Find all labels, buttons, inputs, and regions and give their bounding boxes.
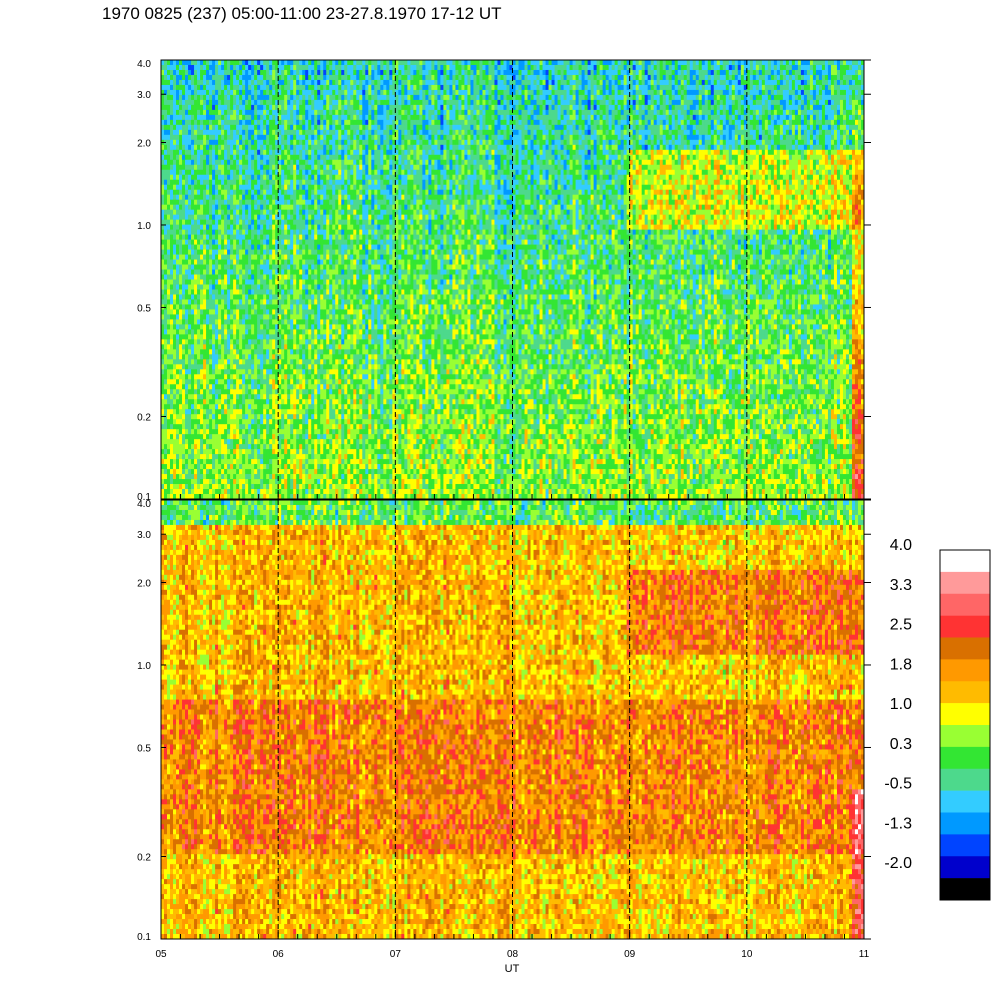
y-tick-label: 2.0 bbox=[137, 138, 151, 149]
colorbar-swatch bbox=[940, 856, 990, 878]
colorbar-label: -1.3 bbox=[884, 815, 912, 832]
x-tick-label: 06 bbox=[273, 949, 285, 960]
colorbar-swatch bbox=[940, 813, 990, 835]
colorbar-swatch bbox=[940, 638, 990, 660]
colorbar-label: 0.3 bbox=[890, 736, 912, 753]
y-tick-label: 0.2 bbox=[137, 853, 151, 864]
colorbar-swatch bbox=[940, 703, 990, 725]
colorbar-swatch bbox=[940, 594, 990, 616]
x-axis-label: UT bbox=[505, 963, 520, 975]
colorbar-swatch bbox=[940, 616, 990, 638]
colorbar-swatch bbox=[940, 791, 990, 813]
y-tick-label: 0.2 bbox=[137, 413, 151, 424]
colorbar-label: -0.5 bbox=[884, 776, 912, 793]
colorbar-swatch bbox=[940, 878, 990, 900]
y-tick-label: 3.0 bbox=[137, 90, 151, 101]
y-tick-label: 1.0 bbox=[137, 221, 151, 232]
y-tick-label: 3.0 bbox=[137, 530, 151, 541]
colorbar-swatch bbox=[940, 572, 990, 594]
y-tick-label: 4.0 bbox=[137, 59, 151, 70]
y-tick-label: 4.0 bbox=[137, 499, 151, 510]
x-tick-label: 05 bbox=[155, 949, 167, 960]
colorbar-swatch bbox=[940, 834, 990, 856]
colorbar-label: 1.0 bbox=[890, 696, 912, 713]
colorbar-swatch bbox=[940, 725, 990, 747]
y-tick-label: 0.1 bbox=[137, 932, 151, 943]
colorbar-label: 2.5 bbox=[890, 617, 912, 634]
x-tick-label: 08 bbox=[507, 949, 519, 960]
y-tick-label: 0.5 bbox=[137, 743, 151, 754]
colorbar-label: -2.0 bbox=[884, 855, 912, 872]
y-tick-label: 2.0 bbox=[137, 578, 151, 589]
x-tick-label: 11 bbox=[859, 949, 870, 960]
x-tick-label: 09 bbox=[624, 949, 636, 960]
colorbar-swatch bbox=[940, 747, 990, 769]
colorbar-label: 3.3 bbox=[890, 577, 912, 594]
colorbar-swatch bbox=[940, 769, 990, 791]
y-tick-label: 0.5 bbox=[137, 303, 151, 314]
x-tick-label: 10 bbox=[741, 949, 753, 960]
y-tick-label: 1.0 bbox=[137, 661, 151, 672]
colorbar-swatch bbox=[940, 550, 990, 572]
colorbar-swatch bbox=[940, 659, 990, 681]
x-tick-label: 07 bbox=[390, 949, 402, 960]
colorbar-label: 4.0 bbox=[890, 537, 912, 554]
colorbar: 4.0 3.3 2.5 1.8 1.0 0.3 -0.5 -1.3 -2.0 bbox=[884, 537, 990, 900]
colorbar-label: 1.8 bbox=[890, 656, 912, 673]
colorbar-swatch bbox=[940, 681, 990, 703]
